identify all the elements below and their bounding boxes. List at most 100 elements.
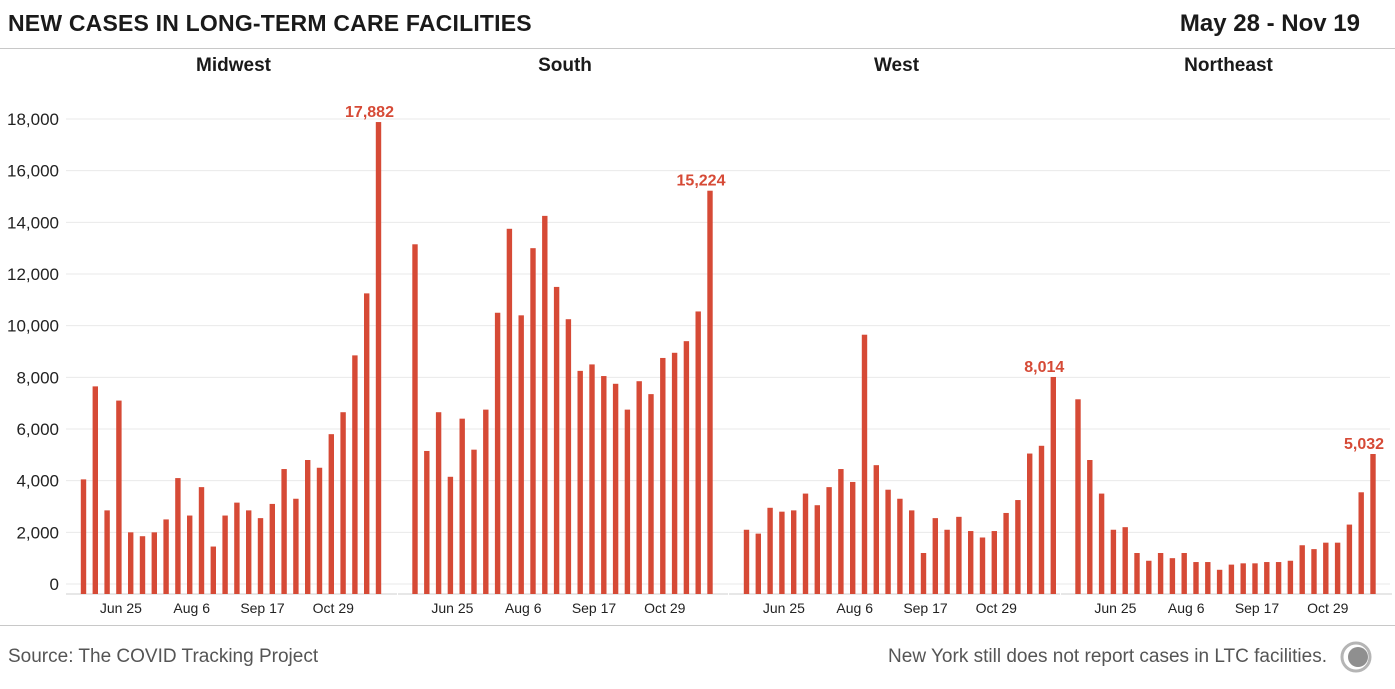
bar	[116, 400, 122, 594]
data-label: 5,032	[1344, 436, 1384, 453]
bar	[589, 364, 595, 594]
bar	[1038, 445, 1045, 594]
bar	[979, 537, 986, 594]
bar	[1098, 493, 1105, 594]
bar	[612, 383, 619, 594]
footnote: New York still does not report cases in …	[888, 646, 1327, 667]
bar	[1346, 524, 1353, 594]
bar	[187, 515, 193, 594]
bar	[518, 315, 524, 594]
bar	[838, 469, 844, 594]
bar	[139, 536, 146, 594]
top-divider	[0, 48, 1395, 49]
y-tick-label: 6,000	[16, 420, 59, 439]
y-tick-label: 4,000	[16, 472, 59, 491]
bar	[447, 476, 454, 594]
bar	[316, 467, 323, 594]
bar	[1181, 553, 1187, 594]
x-tick-label: Oct 29	[644, 600, 685, 616]
bar	[1252, 563, 1258, 594]
bar	[281, 469, 287, 594]
data-label: 17,882	[345, 104, 394, 121]
x-tick-label: Oct 29	[976, 600, 1017, 616]
bar	[424, 450, 430, 594]
bar	[1169, 558, 1176, 594]
bar	[352, 355, 358, 594]
bar	[767, 507, 773, 594]
bar	[483, 409, 489, 594]
bar	[909, 510, 915, 594]
bar	[743, 529, 750, 594]
header: NEW CASES IN LONG-TERM CARE FACILITIES M…	[0, 0, 1395, 50]
bar	[1287, 560, 1294, 594]
bar	[542, 215, 548, 594]
y-tick-label: 10,000	[7, 317, 59, 336]
bar	[956, 516, 962, 594]
bar	[293, 498, 299, 594]
y-tick-label: 2,000	[16, 523, 59, 542]
bar	[814, 505, 820, 594]
x-tick-label: Jun 25	[100, 600, 142, 616]
bar	[1146, 560, 1152, 594]
x-tick-label: Aug 6	[836, 600, 873, 616]
bar	[1015, 500, 1021, 594]
bar	[163, 519, 169, 594]
bar	[1358, 492, 1364, 594]
bar	[826, 487, 832, 594]
covid-tracking-logo-icon	[1340, 641, 1372, 673]
bar	[1205, 562, 1211, 594]
bar	[932, 518, 938, 594]
bar	[1157, 553, 1164, 594]
bar	[671, 352, 678, 594]
chart-title: NEW CASES IN LONG-TERM CARE FACILITIES	[8, 10, 532, 36]
y-tick-label: 12,000	[7, 265, 59, 284]
bar	[328, 434, 334, 594]
bar	[779, 511, 785, 594]
bar	[246, 510, 252, 594]
bar	[1122, 527, 1128, 594]
x-tick-label: Oct 29	[313, 600, 354, 616]
bar	[873, 465, 879, 594]
x-tick-label: Aug 6	[1168, 600, 1205, 616]
x-tick-label: Oct 29	[1307, 600, 1348, 616]
bar	[104, 510, 110, 594]
bottom-divider	[0, 625, 1395, 626]
source-credit: Source: The COVID Tracking Project	[8, 646, 319, 667]
bar	[340, 412, 346, 594]
y-tick-label: 0	[50, 575, 59, 594]
bar	[1299, 545, 1305, 594]
bar	[861, 334, 868, 594]
bar	[506, 228, 513, 594]
bar	[885, 489, 891, 594]
bar	[222, 515, 228, 594]
bar	[1334, 542, 1341, 594]
bar	[577, 370, 583, 594]
bar	[198, 487, 205, 594]
bar	[648, 394, 654, 594]
bar	[1240, 563, 1246, 594]
y-tick-label: 16,000	[7, 162, 59, 181]
panel-title: Midwest	[196, 55, 272, 76]
bar	[802, 493, 809, 594]
bar	[435, 412, 442, 594]
bar	[1193, 562, 1199, 594]
bar	[601, 376, 607, 594]
bar	[1134, 553, 1140, 594]
bar	[695, 311, 701, 594]
bar	[707, 190, 713, 595]
bar	[968, 531, 974, 594]
bar	[375, 122, 382, 594]
bar	[175, 478, 181, 594]
bar	[305, 460, 311, 594]
bar	[755, 533, 761, 594]
bar	[1264, 562, 1270, 594]
bar	[1003, 512, 1009, 594]
panel-title: West	[874, 55, 920, 76]
bar	[944, 529, 950, 594]
bar	[1027, 453, 1033, 594]
bar	[1228, 564, 1235, 594]
bar	[364, 293, 370, 594]
bar	[850, 481, 856, 594]
y-tick-label: 18,000	[7, 110, 59, 129]
bar	[128, 532, 134, 594]
